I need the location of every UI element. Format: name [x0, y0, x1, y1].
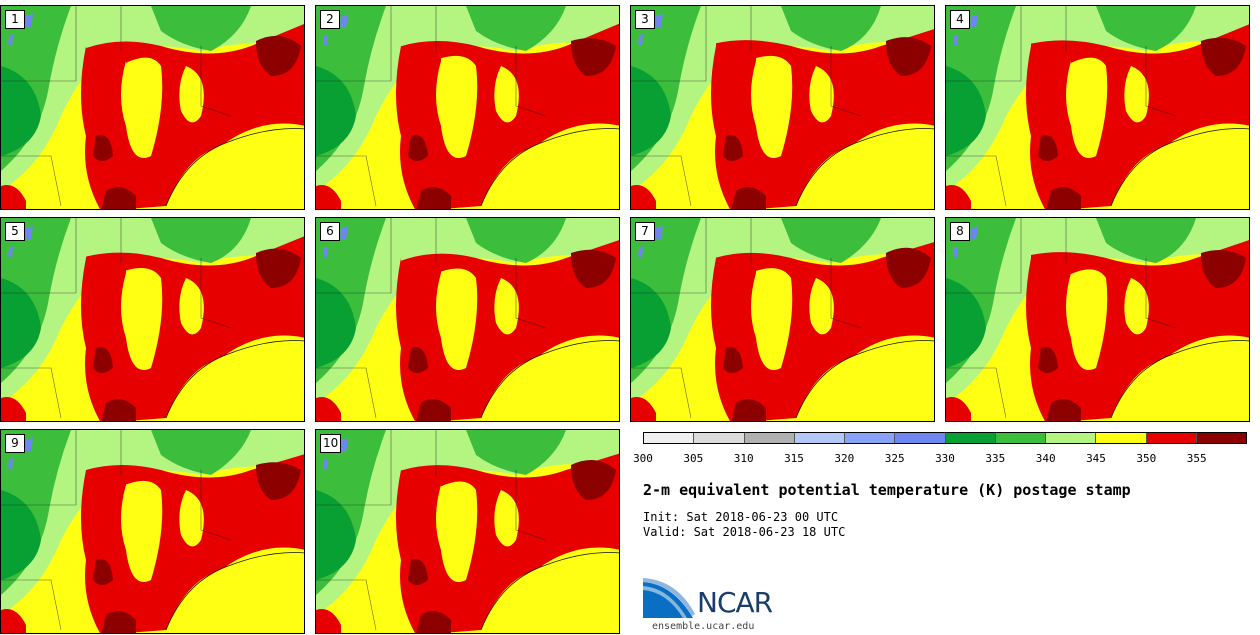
member-panel: 7 — [630, 217, 935, 422]
colorbar-tick-label: 345 — [1086, 452, 1106, 465]
ensemble-member-map — [1, 218, 304, 421]
ensemble-member-map — [316, 430, 619, 633]
colorbar-tick-label: 355 — [1186, 452, 1207, 465]
member-panel: 6 — [315, 217, 620, 422]
colorbar — [643, 432, 1247, 444]
member-panel: 2 — [315, 5, 620, 210]
member-panel: 5 — [0, 217, 305, 422]
member-number-label: 4 — [950, 10, 970, 29]
member-number-label: 9 — [5, 434, 25, 453]
ncar-logo-text: NCAR — [697, 586, 773, 619]
member-panel: 1 — [0, 5, 305, 210]
ensemble-member-map — [316, 6, 619, 209]
colorbar-segment — [744, 433, 795, 443]
member-number-label: 1 — [5, 10, 25, 29]
colorbar-segment — [694, 433, 745, 443]
member-panel: 3 — [630, 5, 935, 210]
member-panel: 8 — [945, 217, 1250, 422]
ensemble-member-map — [1, 6, 304, 209]
chart-title: 2-m equivalent potential temperature (K)… — [643, 481, 1131, 499]
init-time: Init: Sat 2018-06-23 00 UTC — [643, 510, 839, 524]
ensemble-member-map — [316, 218, 619, 421]
colorbar-segment — [644, 433, 695, 443]
colorbar-tick-label: 310 — [733, 452, 754, 465]
member-panel: 10 — [315, 429, 620, 634]
colorbar-tick-label: 300 — [633, 452, 653, 465]
member-number-label: 7 — [635, 222, 655, 241]
colorbar-segment — [945, 433, 996, 443]
colorbar-segment — [895, 433, 946, 443]
valid-time: Valid: Sat 2018-06-23 18 UTC — [643, 525, 846, 539]
ncar-logo-icon — [643, 578, 695, 618]
colorbar-tick-label: 320 — [834, 452, 855, 465]
colorbar-tick-label: 330 — [935, 452, 955, 465]
ensemble-member-map — [631, 6, 934, 209]
ensemble-url: ensemble.ucar.edu — [652, 621, 755, 632]
colorbar-tick-label: 340 — [1035, 452, 1056, 465]
ensemble-member-map — [946, 218, 1249, 421]
member-panel: 9 — [0, 429, 305, 634]
colorbar-segment — [1046, 433, 1097, 443]
ensemble-member-map — [946, 6, 1249, 209]
member-number-label: 5 — [5, 222, 25, 241]
colorbar-segment — [794, 433, 845, 443]
colorbar-tick-label: 325 — [884, 452, 905, 465]
member-number-label: 8 — [950, 222, 970, 241]
member-panel: 4 — [945, 5, 1250, 210]
colorbar-segment — [1096, 433, 1147, 443]
member-number-label: 10 — [320, 434, 342, 453]
colorbar-tick-label: 305 — [683, 452, 704, 465]
member-number-label: 3 — [635, 10, 655, 29]
colorbar-tick-label: 335 — [985, 452, 1006, 465]
colorbar-segment — [845, 433, 896, 443]
colorbar-tick-label: 350 — [1136, 452, 1157, 465]
colorbar-tick-label: 315 — [784, 452, 804, 465]
ensemble-member-map — [631, 218, 934, 421]
member-number-label: 2 — [320, 10, 340, 29]
colorbar-segment — [1196, 433, 1246, 443]
ensemble-member-map — [1, 430, 304, 633]
member-number-label: 6 — [320, 222, 340, 241]
colorbar-segment — [1146, 433, 1197, 443]
colorbar-segment — [995, 433, 1046, 443]
